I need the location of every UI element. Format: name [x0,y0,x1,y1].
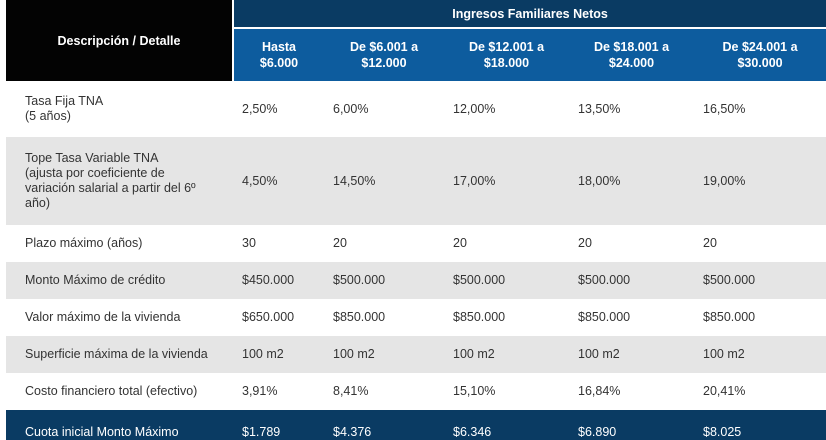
table-cell: 20,41% [694,373,826,410]
table-cell: 8,41% [324,373,444,410]
table-cell: 20 [444,225,569,262]
table-cell: 19,00% [694,137,826,225]
table-cell: 2,50% [233,81,324,137]
table-cell: 100 m2 [444,336,569,373]
table-cell: 20 [324,225,444,262]
table-row: Valor máximo de la vivienda $650.000 $85… [6,299,826,336]
table-cell: 4,50% [233,137,324,225]
income-range-header-5: De $24.001 a $30.000 [694,28,826,81]
table-cell: 17,00% [444,137,569,225]
table-row: Tope Tasa Variable TNA (ajusta por coefi… [6,137,826,225]
income-range-header-1: Hasta $6.000 [233,28,324,81]
table-cell: 100 m2 [694,336,826,373]
row-label: Costo financiero total (efectivo) [6,373,233,410]
table-row: Monto Máximo de crédito $450.000 $500.00… [6,262,826,299]
table-row: Plazo máximo (años) 30 20 20 20 20 [6,225,826,262]
table-cell: $500.000 [694,262,826,299]
table-cell: 100 m2 [233,336,324,373]
table-cell: 16,84% [569,373,694,410]
table-cell: 100 m2 [569,336,694,373]
table-cell: $500.000 [569,262,694,299]
table-cell: $500.000 [324,262,444,299]
table-cell: 15,10% [444,373,569,410]
table-cell: $850.000 [569,299,694,336]
table-cell: $850.000 [444,299,569,336]
footer-label: Cuota inicial Monto Máximo [6,410,233,440]
table-cell: 14,50% [324,137,444,225]
income-range-header-2: De $6.001 a $12.000 [324,28,444,81]
income-group-header: Ingresos Familiares Netos [233,0,826,29]
footer-cell: $6.890 [569,410,694,440]
table-cell: $450.000 [233,262,324,299]
table-cell: 13,50% [569,81,694,137]
row-label: Tope Tasa Variable TNA (ajusta por coefi… [6,137,233,225]
row-label: Superficie máxima de la vivienda [6,336,233,373]
income-range-header-3: De $12.001 a $18.000 [444,28,569,81]
table-row: Costo financiero total (efectivo) 3,91% … [6,373,826,410]
table-cell: $650.000 [233,299,324,336]
row-label: Valor máximo de la vivienda [6,299,233,336]
table-cell: 20 [694,225,826,262]
table-row: Tasa Fija TNA (5 años) 2,50% 6,00% 12,00… [6,81,826,137]
table-cell: 3,91% [233,373,324,410]
footer-cell: $8.025 [694,410,826,440]
row-label: Plazo máximo (años) [6,225,233,262]
table-cell: 30 [233,225,324,262]
footer-cell: $4.376 [324,410,444,440]
table-cell: 6,00% [324,81,444,137]
footer-cell: $1.789 [233,410,324,440]
table-cell: 20 [569,225,694,262]
income-range-header-4: De $18.001 a $24.000 [569,28,694,81]
table-row: Superficie máxima de la vivienda 100 m2 … [6,336,826,373]
description-header: Descripción / Detalle [6,0,234,81]
table-cell: $850.000 [694,299,826,336]
row-label: Tasa Fija TNA (5 años) [6,81,233,137]
table-cell: 16,50% [694,81,826,137]
table-cell: 18,00% [569,137,694,225]
table-cell: 12,00% [444,81,569,137]
footer-row: Cuota inicial Monto Máximo $1.789 $4.376… [6,410,826,440]
table-cell: $850.000 [324,299,444,336]
table-cell: 100 m2 [324,336,444,373]
loan-conditions-table: Descripción / Detalle Ingresos Familiare… [6,0,826,440]
table-cell: $500.000 [444,262,569,299]
row-label: Monto Máximo de crédito [6,262,233,299]
footer-cell: $6.346 [444,410,569,440]
